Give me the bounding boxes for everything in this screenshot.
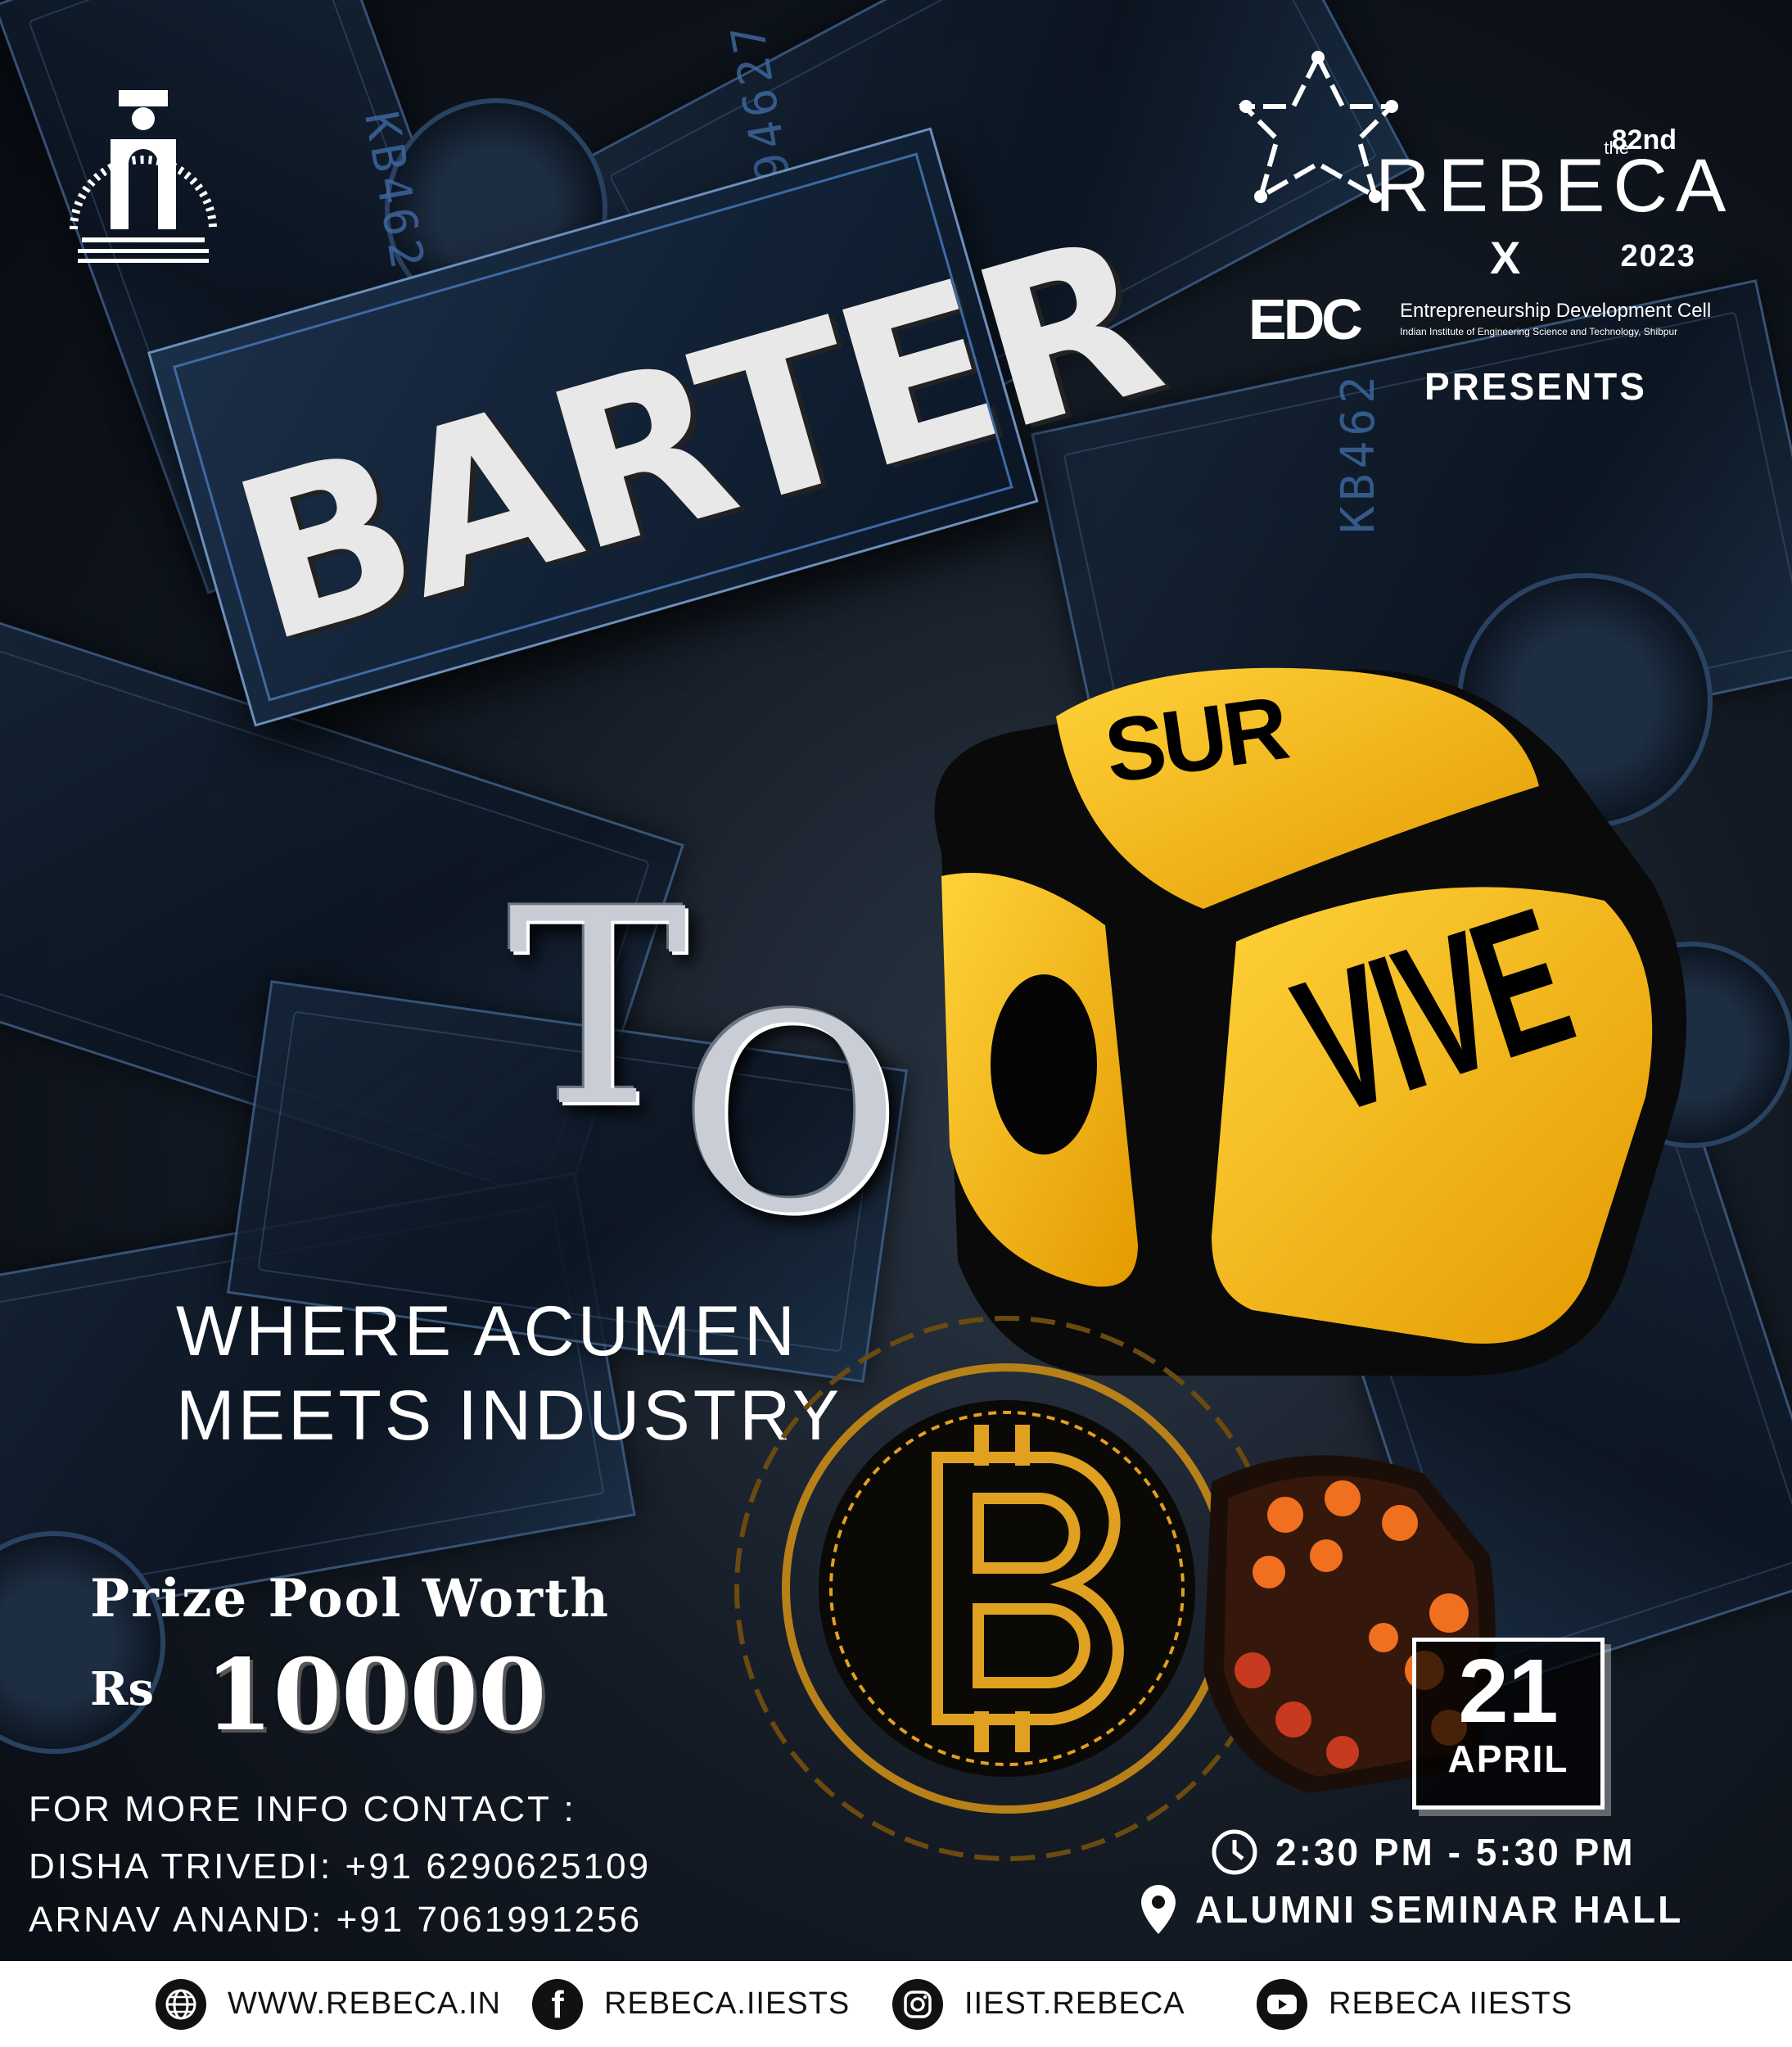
footer-facebook[interactable]: f REBECA.IIESTS (532, 1978, 851, 2030)
location-pin-icon (1141, 1885, 1176, 1934)
facebook-icon: f (532, 1978, 583, 2030)
date-badge: 21 APRIL (1412, 1638, 1605, 1810)
background-serial: KB462 (1331, 371, 1385, 534)
footer-youtube[interactable]: REBECA IIESTS (1257, 1978, 1573, 2030)
contact-heading: FOR MORE INFO CONTACT : (29, 1789, 576, 1829)
youtube-icon (1257, 1978, 1307, 2030)
event-venue: ALUMNI SEMINAR HALL (1140, 1883, 1683, 1936)
contact-person: DISHA TRIVEDI: +91 6290625109 (29, 1846, 652, 1887)
date-day: 21 (1458, 1641, 1559, 1742)
edc-institute: Indian Institute of Engineering Science … (1400, 326, 1678, 337)
to-letter-o: O (679, 958, 901, 1272)
contact-person: ARNAV ANAND: +91 7061991256 (29, 1900, 643, 1940)
rebeca-logo: REBECA the 82nd 2023 (1236, 49, 1727, 273)
footer-instagram[interactable]: IIEST.REBECA (892, 1978, 1185, 2030)
prize-currency: Rs (90, 1662, 155, 1716)
presents-label: PRESENTS (1424, 365, 1647, 408)
rebeca-year: 2023 (1620, 239, 1696, 273)
prize-amount: 10000 (205, 1638, 547, 1753)
rebeca-wordmark: REBECA (1375, 144, 1735, 228)
collaboration-x: X (1490, 232, 1521, 283)
date-month: APRIL (1447, 1737, 1569, 1780)
tagline-line-2: MEETS INDUSTRY (176, 1376, 843, 1456)
rebeca-edition: 82nd (1611, 124, 1677, 156)
edc-logo: EDC Entrepreneurship Development Cell In… (1248, 287, 1711, 352)
footer-instagram-text: IIEST.REBECA (964, 1986, 1185, 2021)
event-time-text: 2:30 PM - 5:30 PM (1275, 1831, 1636, 1873)
prize-title: Prize Pool Worth (90, 1568, 611, 1629)
footer-youtube-text: REBECA IIESTS (1329, 1986, 1573, 2021)
rebeca-the: the (1604, 138, 1629, 158)
edc-name: Entrepreneurship Development Cell (1400, 300, 1712, 322)
globe-icon (156, 1978, 206, 2030)
footer-bar: WWW.REBECA.IN f REBECA.IIESTS IIEST.REBE… (0, 1961, 1792, 2047)
event-venue-text: ALUMNI SEMINAR HALL (1195, 1888, 1684, 1931)
instagram-icon (892, 1978, 943, 2030)
tagline-line-1: WHERE ACUMEN (176, 1292, 798, 1371)
footer-facebook-text: REBECA.IIESTS (604, 1986, 851, 2021)
iiest-logo (70, 90, 217, 263)
footer-website[interactable]: WWW.REBECA.IN (156, 1978, 501, 2030)
rebeca-crown-icon (1238, 51, 1398, 203)
to-letter-t: T (508, 852, 688, 1166)
tagline: WHERE ACUMEN MEETS INDUSTRY (176, 1290, 842, 1458)
footer-website-text: WWW.REBECA.IN (228, 1986, 501, 2021)
event-time: 2:30 PM - 5:30 PM (1210, 1828, 1636, 1877)
survive-dice (934, 667, 1686, 1376)
edc-mark: EDC (1248, 287, 1363, 351)
clock-icon (1212, 1829, 1257, 1875)
